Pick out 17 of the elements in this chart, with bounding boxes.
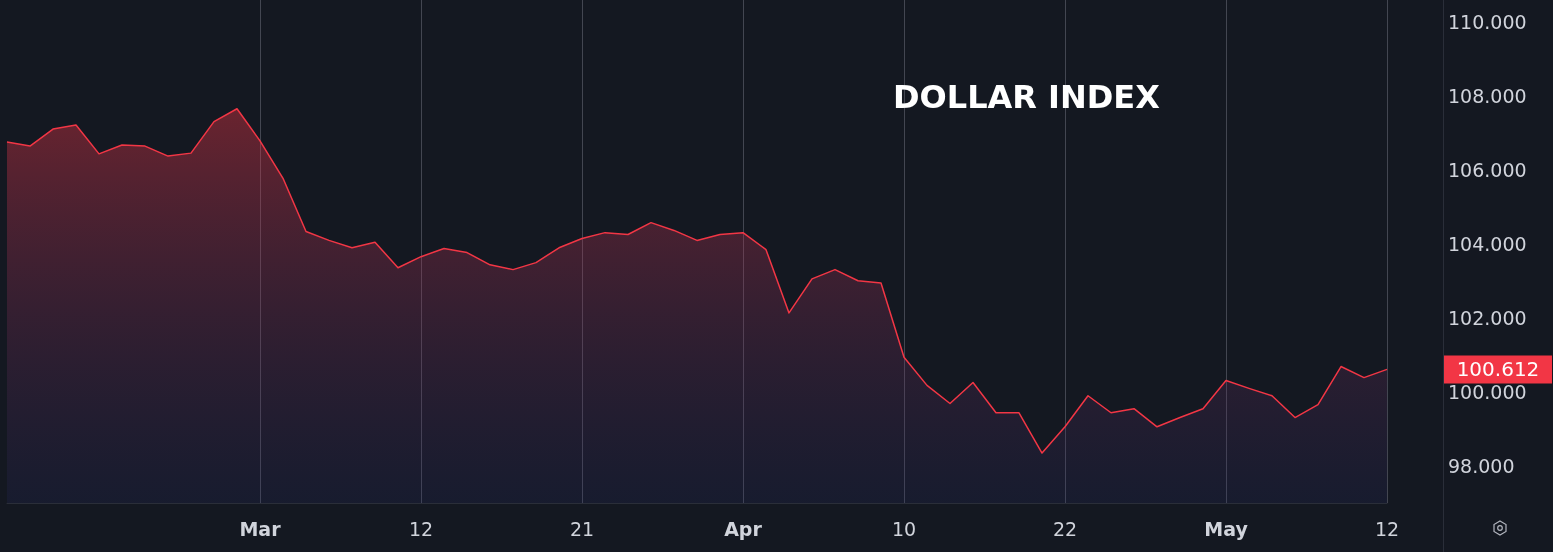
y-tick-label: 102.000 — [1448, 307, 1527, 330]
x-tick-label: 12 — [408, 517, 434, 540]
text: DOLLAR INDEX — [893, 78, 1161, 116]
x-tick-label: 21 — [569, 517, 595, 540]
x-tick-label: May — [1204, 517, 1249, 540]
text: 100.612 — [1456, 357, 1540, 382]
y-tick-label: 106.000 — [1448, 159, 1527, 182]
y-tick-label: 104.000 — [1448, 233, 1527, 256]
x-tick-label: 10 — [891, 517, 917, 540]
y-tick-label: 108.000 — [1448, 85, 1527, 108]
y-tick-label: 100.000 — [1448, 381, 1527, 404]
x-tick-label: 22 — [1052, 517, 1078, 540]
x-tick-label: Mar — [239, 517, 282, 540]
x-tick-label: 12 — [1374, 517, 1400, 540]
y-tick-label: 98.000 — [1448, 455, 1515, 478]
x-tick-label: Apr — [724, 517, 763, 540]
y-tick-label: 110.000 — [1448, 11, 1527, 34]
